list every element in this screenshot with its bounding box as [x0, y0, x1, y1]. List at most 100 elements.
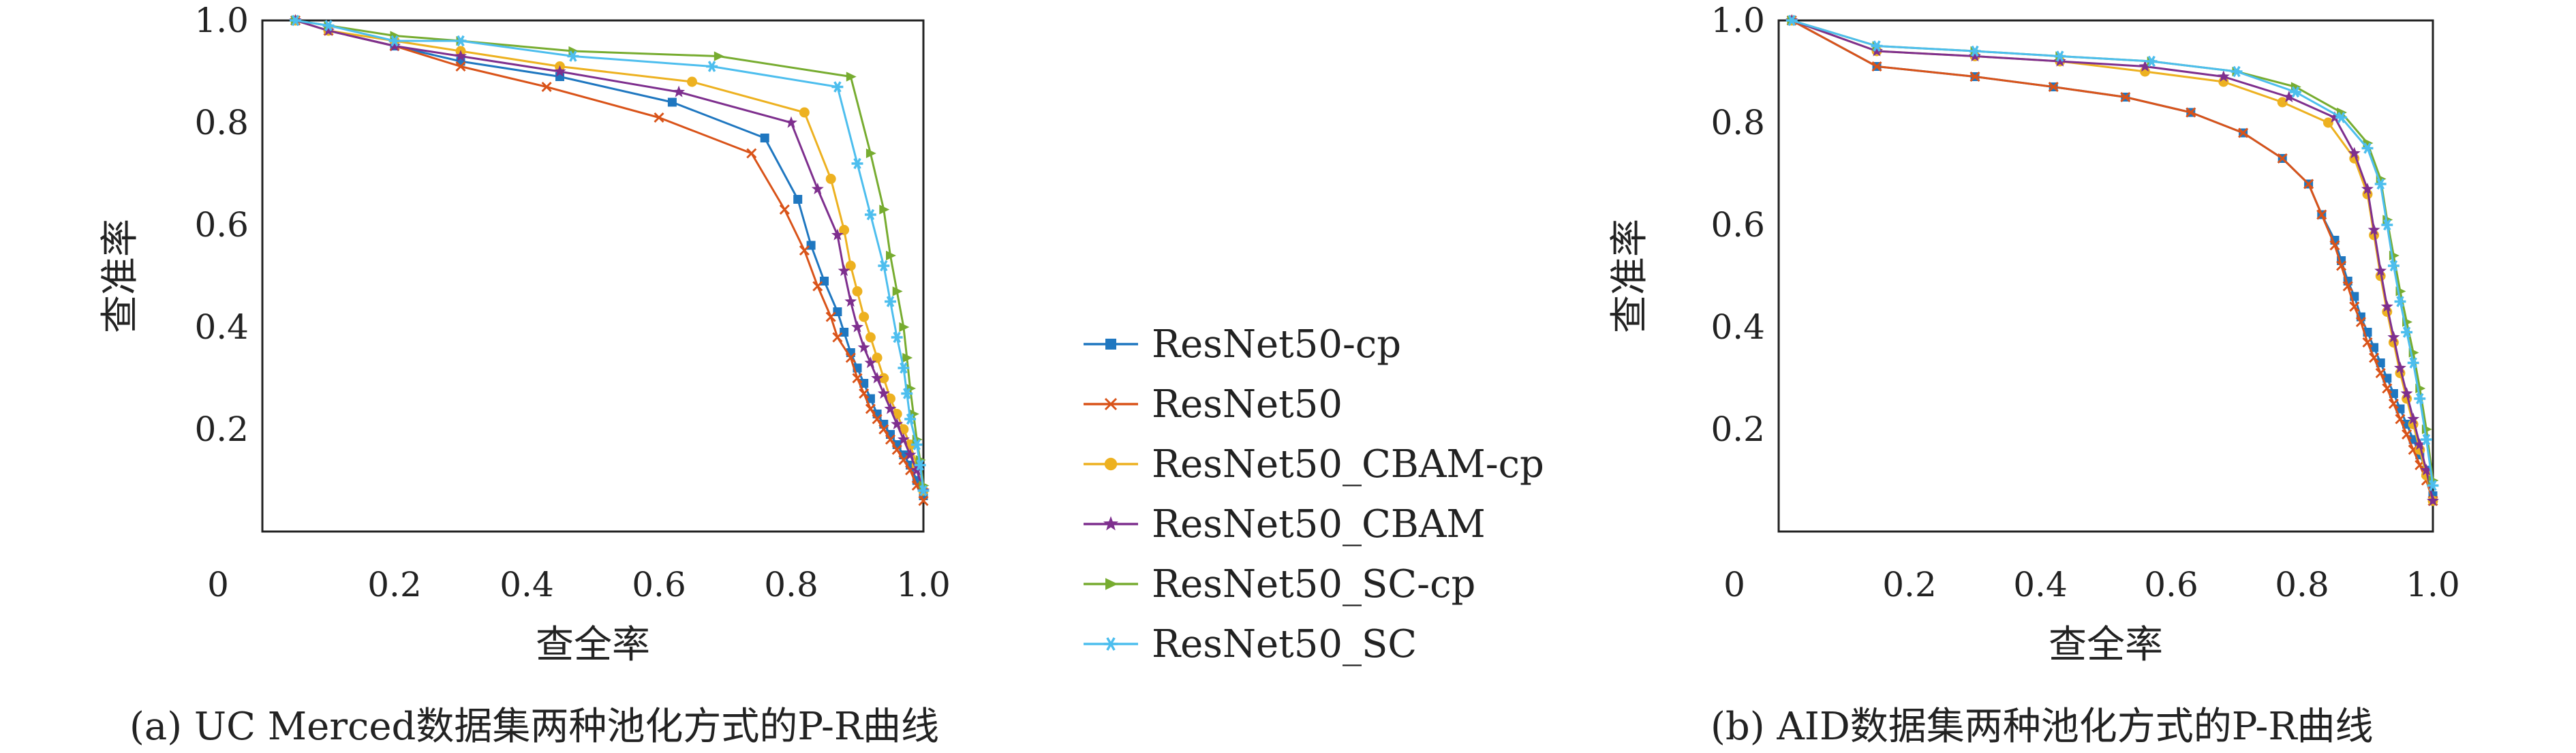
data-point [2289, 86, 2301, 98]
data-point [2120, 91, 2131, 103]
plot-frame-a [261, 19, 925, 533]
series-resnet50-cp-a [291, 16, 928, 500]
y-axis-label-b: 查准率 [1608, 219, 1652, 333]
data-point [714, 51, 724, 61]
data-point [904, 413, 917, 425]
legend-item: ResNet50_SC-cp [1084, 562, 1475, 606]
data-point [902, 352, 913, 363]
caption-b: (b) AID数据集两种池化方式的P-R曲线 [1711, 705, 2374, 749]
data-point [851, 157, 863, 170]
y-tick-label: 1.0 [1711, 1, 1765, 40]
legend-item: ResNet50 [1084, 382, 1343, 427]
data-point [859, 379, 869, 388]
legend-label: ResNet50_SC-cp [1152, 562, 1475, 606]
data-point [1871, 40, 1883, 52]
data-point [910, 439, 923, 450]
data-point [2054, 50, 2066, 62]
data-point [857, 341, 870, 353]
tick-labels-a: 0 0.2 0.4 0.6 0.8 1.0 0.2 0.4 0.6 0.8 1.0 [194, 1, 950, 604]
data-point [2361, 142, 2374, 154]
data-point [839, 225, 850, 235]
y-tick-label: 1.0 [194, 1, 249, 40]
data-point [799, 107, 810, 118]
series-line [295, 19, 925, 491]
data-point [2427, 494, 2439, 506]
data-point [2401, 326, 2413, 338]
data-point [322, 24, 335, 36]
data-point [2381, 219, 2393, 231]
x-tick-label: 0.4 [500, 565, 554, 604]
data-point [785, 116, 797, 128]
data-point [838, 264, 850, 277]
data-point [2138, 60, 2151, 72]
data-point [825, 311, 836, 322]
chart-panel-a: 0 0.2 0.4 0.6 0.8 1.00.20.40.60.81.0 查全率 查准率 … [98, 1, 951, 749]
series-line [1791, 19, 2434, 502]
data-point [2374, 178, 2387, 190]
series-line [295, 19, 925, 497]
y-tick-label: 0.6 [1711, 205, 1765, 245]
data-point [673, 85, 686, 97]
data-point [388, 40, 401, 52]
legend-item: ResNet50_CBAM [1084, 502, 1486, 547]
data-point [2369, 352, 2380, 363]
data-point [852, 286, 863, 296]
data-point [898, 455, 909, 465]
tick-labels-b: 0 0.2 0.4 0.6 0.8 1.0 0.2 0.4 0.6 0.8 1.0 [1711, 1, 2459, 604]
legend-item: ResNet50_SC [1084, 622, 1417, 666]
data-point [846, 72, 857, 82]
x-tick-label: 0.2 [367, 565, 422, 604]
data-point [2277, 97, 2288, 108]
data-point [877, 387, 890, 399]
data-point [2380, 300, 2393, 312]
data-point [2407, 412, 2420, 425]
data-point [1785, 14, 1798, 27]
data-point [811, 183, 824, 195]
data-point [2413, 438, 2426, 450]
legend-marker [1103, 637, 1118, 651]
data-point [2217, 70, 2230, 82]
data-point [2145, 55, 2158, 67]
data-point [799, 245, 810, 256]
data-point [891, 418, 904, 430]
series-line [1791, 19, 2434, 486]
data-point [2336, 260, 2347, 271]
series-resnet50-sc-a [290, 14, 930, 497]
data-point [865, 403, 876, 414]
chart-panel-b: 0 0.2 0.4 0.6 0.8 1.00.20.40.60.81.0 查全率 查准率 … [1608, 1, 2460, 749]
data-point [667, 97, 677, 107]
data-point [455, 35, 467, 47]
data-point [878, 424, 889, 435]
data-point [2238, 127, 2249, 138]
data-point [322, 20, 335, 31]
data-point [806, 241, 816, 250]
x-tick-label: 0 [207, 565, 229, 604]
data-point [746, 148, 757, 159]
data-point [898, 362, 910, 374]
data-point [914, 459, 926, 471]
series-resnet50-a [290, 15, 929, 506]
legend-label: ResNet50_CBAM-cp [1152, 442, 1544, 487]
legend-marker [1105, 578, 1118, 590]
x-tick-label: 0.6 [2144, 565, 2198, 604]
legend-marker [1104, 397, 1118, 411]
y-tick-label: 0.4 [1711, 307, 1765, 347]
data-point [1871, 61, 1882, 72]
data-point [2394, 361, 2406, 373]
data-point [917, 485, 930, 497]
y-tick-label: 0.8 [1711, 103, 1765, 142]
data-point [1969, 50, 1981, 62]
data-point [872, 352, 883, 363]
data-point [1969, 45, 1981, 57]
data-point [2400, 387, 2413, 399]
series-resnet50-b [1786, 15, 2438, 506]
data-point [2335, 112, 2348, 123]
data-point [2329, 240, 2340, 251]
series-line [295, 19, 925, 502]
data-point [567, 50, 579, 62]
data-point [290, 14, 301, 27]
data-point [2355, 316, 2366, 328]
data-point [852, 373, 863, 384]
data-point [891, 444, 902, 455]
legend-item: ResNet50_CBAM-cp [1084, 442, 1544, 487]
